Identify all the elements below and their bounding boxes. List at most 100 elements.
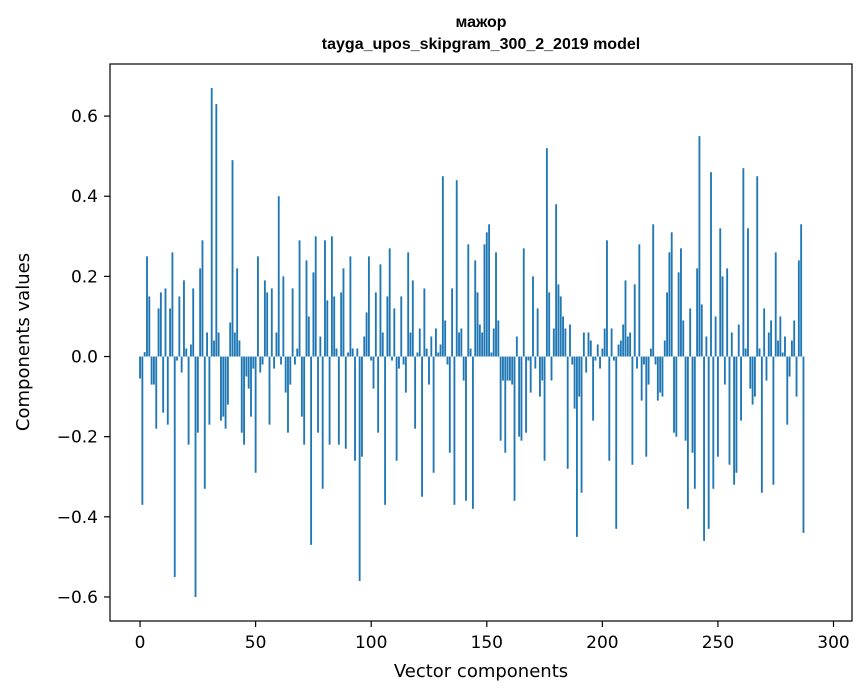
x-tick-label: 150 xyxy=(471,633,503,653)
bar xyxy=(774,252,777,357)
y-tick-label: 0.0 xyxy=(71,348,98,368)
bar xyxy=(753,356,756,397)
bars-group xyxy=(139,88,805,597)
bar xyxy=(629,332,632,357)
bar xyxy=(312,272,315,357)
bar xyxy=(328,356,331,445)
x-tick-label: 50 xyxy=(245,633,267,653)
bar xyxy=(166,356,169,425)
bar xyxy=(333,296,336,357)
bar xyxy=(497,320,500,357)
bar xyxy=(411,280,414,357)
bar xyxy=(492,328,495,357)
bar xyxy=(189,344,192,357)
bar xyxy=(596,344,599,357)
y-tick-label: −0.2 xyxy=(57,428,98,448)
bar xyxy=(453,356,456,505)
bar xyxy=(381,332,384,357)
bar xyxy=(187,356,190,445)
bar xyxy=(589,340,592,357)
bar xyxy=(409,332,412,357)
bar xyxy=(793,320,796,357)
bar xyxy=(703,356,705,541)
bar xyxy=(261,356,264,365)
bar xyxy=(330,236,333,357)
bar xyxy=(358,356,361,581)
bar xyxy=(478,324,481,357)
bar xyxy=(441,176,444,357)
bar xyxy=(469,348,472,357)
bar xyxy=(751,356,754,405)
bar xyxy=(199,268,202,357)
bar xyxy=(529,356,532,393)
bar xyxy=(488,224,491,357)
bar xyxy=(790,340,793,357)
bar xyxy=(698,136,701,357)
bar xyxy=(726,268,729,357)
bar xyxy=(435,328,437,357)
bar xyxy=(314,236,317,357)
bar xyxy=(356,348,359,357)
bar xyxy=(418,328,421,357)
bar xyxy=(511,356,514,385)
bar xyxy=(448,356,451,453)
chart-subtitle: tayga_upos_skipgram_300_2_2019 model xyxy=(321,36,641,53)
x-tick-label: 300 xyxy=(817,633,849,653)
bar xyxy=(169,308,172,357)
bar xyxy=(226,356,229,405)
bar xyxy=(344,356,347,449)
bar xyxy=(518,356,521,437)
bar xyxy=(446,356,449,365)
bar xyxy=(638,244,641,357)
bar xyxy=(737,324,740,357)
bar xyxy=(668,252,671,357)
bar xyxy=(576,356,578,537)
bar xyxy=(351,348,354,357)
bar xyxy=(784,336,786,357)
bar xyxy=(194,356,197,597)
bar xyxy=(354,356,356,461)
bar xyxy=(183,280,185,357)
bar xyxy=(770,320,773,357)
bar xyxy=(603,328,606,357)
bar xyxy=(428,356,430,385)
bar xyxy=(571,356,574,365)
bar xyxy=(437,352,440,357)
bar xyxy=(398,356,400,369)
bar xyxy=(654,356,657,365)
bar xyxy=(451,288,454,357)
bar xyxy=(541,356,544,381)
bar xyxy=(532,276,534,357)
bar xyxy=(233,332,236,357)
bar xyxy=(689,308,692,357)
bar xyxy=(636,356,638,369)
bar xyxy=(515,336,518,357)
bar xyxy=(481,332,484,357)
bar xyxy=(710,172,712,357)
bar xyxy=(402,356,405,365)
bar xyxy=(631,356,634,465)
x-tick-label: 0 xyxy=(135,633,146,653)
bar xyxy=(615,356,618,529)
bar xyxy=(407,252,410,357)
y-axis-label: Components values xyxy=(13,253,34,431)
bar xyxy=(548,292,551,357)
bar xyxy=(495,252,497,357)
bar xyxy=(474,260,477,357)
bar xyxy=(201,240,204,357)
bar xyxy=(476,292,479,357)
bar xyxy=(206,332,209,357)
bar xyxy=(777,340,779,357)
bar xyxy=(643,356,645,365)
bar xyxy=(455,180,458,357)
bar xyxy=(319,336,322,357)
bar xyxy=(220,356,222,421)
bar xyxy=(324,240,326,357)
bar xyxy=(224,356,227,429)
bar xyxy=(150,356,153,385)
bar xyxy=(719,228,722,357)
bar xyxy=(502,356,504,381)
bar xyxy=(730,332,733,357)
bar xyxy=(180,356,183,373)
bar xyxy=(294,356,296,365)
